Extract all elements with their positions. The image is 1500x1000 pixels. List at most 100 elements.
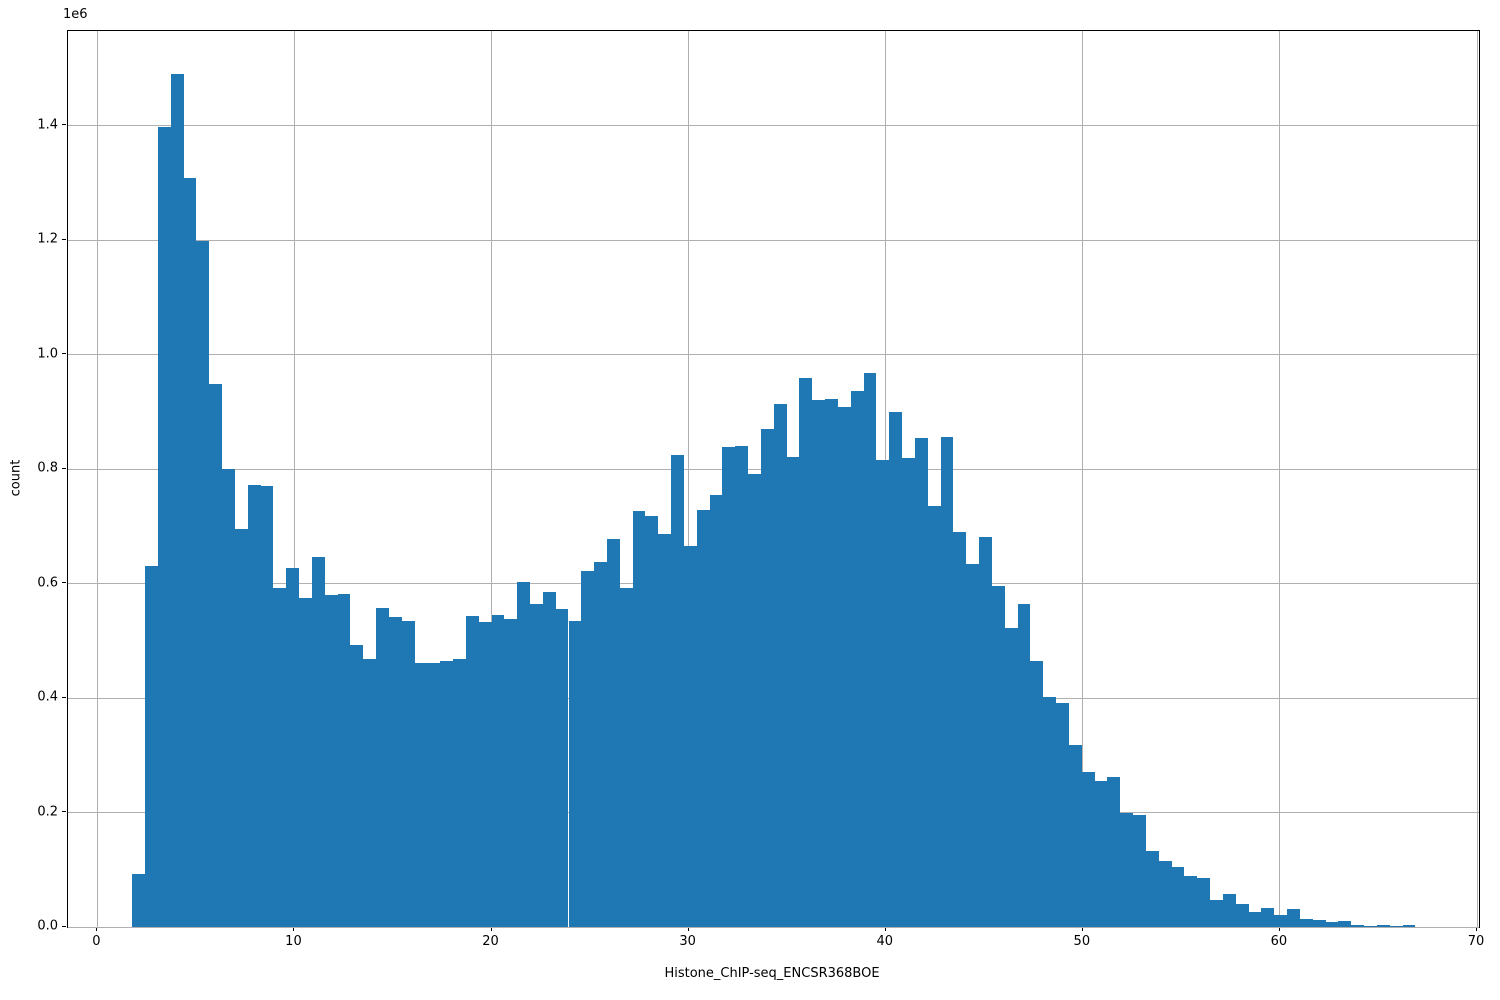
x-gridline <box>688 31 690 927</box>
histogram-bar <box>260 486 274 927</box>
histogram-bar <box>1274 914 1288 927</box>
histogram-bar <box>1210 899 1223 927</box>
x-tick-label: 30 <box>679 934 696 949</box>
histogram-bar <box>799 378 813 927</box>
x-gridline <box>1476 31 1478 927</box>
histogram-bar <box>1312 919 1326 927</box>
histogram-bar <box>440 660 454 927</box>
x-tick-mark <box>687 927 689 931</box>
histogram-bar <box>132 873 146 927</box>
y-gridline <box>68 354 1479 356</box>
histogram-bar <box>1325 922 1339 927</box>
x-gridline <box>491 31 493 927</box>
x-tick-label: 40 <box>876 934 894 949</box>
histogram-bar <box>1171 867 1185 927</box>
y-tick-mark <box>62 582 66 584</box>
histogram-bar <box>401 620 415 927</box>
histogram-bar <box>1017 603 1031 927</box>
histogram-bar <box>850 391 864 927</box>
histogram-bar <box>812 399 826 927</box>
histogram-bar <box>606 538 620 927</box>
x-tick-mark <box>490 927 492 931</box>
x-tick-label: 60 <box>1270 934 1288 949</box>
histogram-bar <box>350 644 364 927</box>
histogram-bar <box>517 581 530 927</box>
x-tick-mark <box>1476 927 1478 931</box>
x-gridline <box>1279 31 1281 927</box>
plot-area <box>67 30 1480 928</box>
x-tick-label: 20 <box>482 934 499 949</box>
histogram-bar <box>311 556 325 927</box>
histogram-bar <box>1261 908 1275 927</box>
histogram-bar <box>1248 911 1262 927</box>
histogram-bar <box>530 603 543 927</box>
histogram-bar <box>991 585 1005 927</box>
histogram-bar <box>709 494 723 927</box>
histogram-bar <box>619 587 633 927</box>
histogram-bar <box>504 619 518 927</box>
histogram-bar <box>863 373 877 927</box>
histogram-bar <box>1094 780 1108 927</box>
histogram-bar <box>376 607 389 927</box>
histogram-bar <box>658 533 672 927</box>
x-tick-mark <box>96 927 98 931</box>
x-tick-mark <box>884 927 886 931</box>
histogram-bar <box>273 587 287 927</box>
y-tick-mark <box>62 124 66 126</box>
histogram-bar <box>183 178 197 927</box>
y-tick-label: 1.2 <box>37 231 58 247</box>
histogram-bar <box>914 437 928 927</box>
histogram-bar <box>196 240 210 927</box>
histogram-bar <box>645 516 659 927</box>
histogram-bar <box>414 663 428 927</box>
histogram-bar <box>1299 919 1313 927</box>
histogram-bar <box>1030 660 1044 927</box>
y-tick-label: 1.0 <box>37 346 58 362</box>
histogram-bar <box>1197 877 1211 927</box>
histogram-bar <box>748 474 761 927</box>
histogram-bar <box>594 561 607 927</box>
histogram-bar <box>1184 876 1198 927</box>
histogram-bar <box>478 621 492 927</box>
histogram-bar <box>581 571 595 927</box>
histogram-bar <box>453 658 466 927</box>
y-tick-label: 0.2 <box>37 804 58 820</box>
histogram-bar <box>299 597 312 927</box>
x-gridline <box>293 31 295 927</box>
x-tick-mark <box>1278 927 1280 931</box>
histogram-bar <box>491 615 505 927</box>
y-tick-label: 0.0 <box>37 918 58 934</box>
y-gridline <box>68 239 1479 241</box>
histogram-bar <box>427 662 441 927</box>
y-tick-label: 0.6 <box>37 575 58 591</box>
histogram-bar <box>1287 908 1300 927</box>
y-tick-mark <box>62 353 66 355</box>
y-gridline <box>68 926 1479 928</box>
histogram-bar <box>145 566 158 927</box>
histogram-bar <box>966 564 980 927</box>
histogram-bar <box>683 545 697 927</box>
x-tick-mark <box>293 927 295 931</box>
y-tick-mark <box>62 811 66 813</box>
histogram-bar <box>465 615 479 927</box>
x-axis-label: Histone_ChIP-seq_ENCSR368BOE <box>664 966 880 981</box>
histogram-bar <box>222 469 235 927</box>
histogram-bar <box>953 531 967 927</box>
histogram-bar <box>234 528 248 927</box>
histogram-bar <box>773 403 787 927</box>
histogram-bar <box>1364 925 1377 927</box>
histogram-bar <box>1235 903 1249 927</box>
histogram-bar <box>1043 696 1057 927</box>
histogram-bar <box>1056 702 1069 927</box>
histogram-bar <box>337 593 351 927</box>
y-tick-label: 1.4 <box>37 117 58 133</box>
histogram-bar <box>786 457 800 927</box>
histogram-bar <box>760 429 774 927</box>
histogram-bar <box>555 608 569 927</box>
histogram-bar <box>940 437 954 927</box>
histogram-bar <box>324 595 338 927</box>
histogram-bar <box>1107 777 1121 927</box>
histogram-bar <box>902 457 915 927</box>
histogram-bar <box>1389 925 1403 927</box>
histogram-bar <box>542 591 556 927</box>
